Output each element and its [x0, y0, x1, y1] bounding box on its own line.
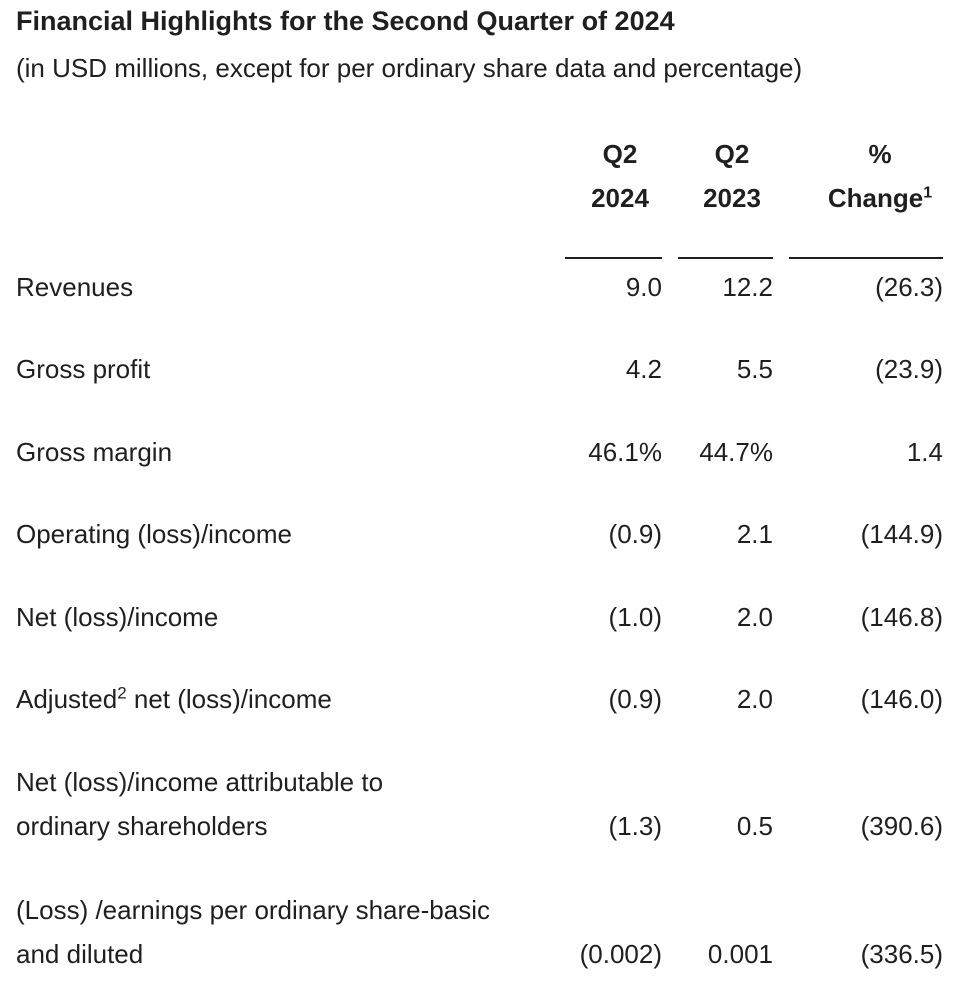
column-header-line1: % [868, 139, 892, 169]
cell-percent-change: (26.3) [875, 272, 943, 302]
cell-q2-2023: 0.5 [736, 811, 773, 841]
column-header-line2: Change1 [827, 183, 933, 213]
page-subtitle: (in USD millions, except for per ordinar… [16, 53, 803, 83]
cell-q2-2024: (0.002) [579, 939, 662, 969]
cell-q2-2023: 12.2 [722, 272, 773, 302]
cell-q2-2024: (0.9) [608, 684, 662, 714]
column-header-line2: 2024 [591, 183, 649, 213]
row-label: Revenues [16, 272, 134, 302]
cell-percent-change: (146.8) [860, 602, 943, 632]
cell-percent-change: 1.4 [906, 437, 943, 467]
row-label-line1: (Loss) /earnings per ordinary share-basi… [16, 895, 490, 925]
row-label: Operating (loss)/income [16, 519, 292, 549]
cell-q2-2023: 44.7% [699, 437, 773, 467]
page-title: Financial Highlights for the Second Quar… [16, 6, 675, 36]
column-header-percent-change: % Change1 [800, 132, 960, 220]
cell-q2-2023: 5.5 [736, 354, 773, 384]
column-header-line1: Q2 [714, 139, 750, 169]
header-rule-q2-2023 [678, 257, 773, 259]
cell-q2-2023: 2.0 [736, 684, 773, 714]
row-label: Adjusted2 net (loss)/income [16, 683, 332, 714]
cell-q2-2024: 9.0 [625, 272, 662, 302]
footnote-marker: 2 [117, 683, 127, 703]
row-label-line1: Net (loss)/income attributable to [16, 767, 384, 797]
column-header-line2: 2023 [703, 183, 761, 213]
header-rule-q2-2024 [565, 257, 662, 259]
cell-percent-change: (336.5) [860, 939, 943, 969]
cell-q2-2024: (0.9) [608, 519, 662, 549]
cell-percent-change: (390.6) [860, 811, 943, 841]
header-rule-percent-change [789, 257, 943, 259]
cell-q2-2024: 4.2 [625, 354, 662, 384]
row-label-line2: ordinary shareholders [16, 811, 268, 841]
cell-q2-2023: 0.001 [707, 939, 773, 969]
row-label: Net (loss)/income [16, 602, 219, 632]
cell-q2-2023: 2.0 [736, 602, 773, 632]
cell-q2-2024: 46.1% [588, 437, 662, 467]
cell-percent-change: (144.9) [860, 519, 943, 549]
row-label-line2: and diluted [16, 939, 144, 969]
footnote-marker: 1 [923, 184, 933, 202]
cell-percent-change: (146.0) [860, 684, 943, 714]
cell-q2-2024: (1.3) [608, 811, 662, 841]
column-header-q2-2023: Q2 2023 [678, 132, 786, 220]
cell-q2-2023: 2.1 [736, 519, 773, 549]
row-label: Gross margin [16, 437, 173, 467]
column-header-line1: Q2 [602, 139, 638, 169]
row-label: Gross profit [16, 354, 151, 384]
cell-q2-2024: (1.0) [608, 602, 662, 632]
column-header-q2-2024: Q2 2024 [566, 132, 674, 220]
cell-percent-change: (23.9) [875, 354, 943, 384]
